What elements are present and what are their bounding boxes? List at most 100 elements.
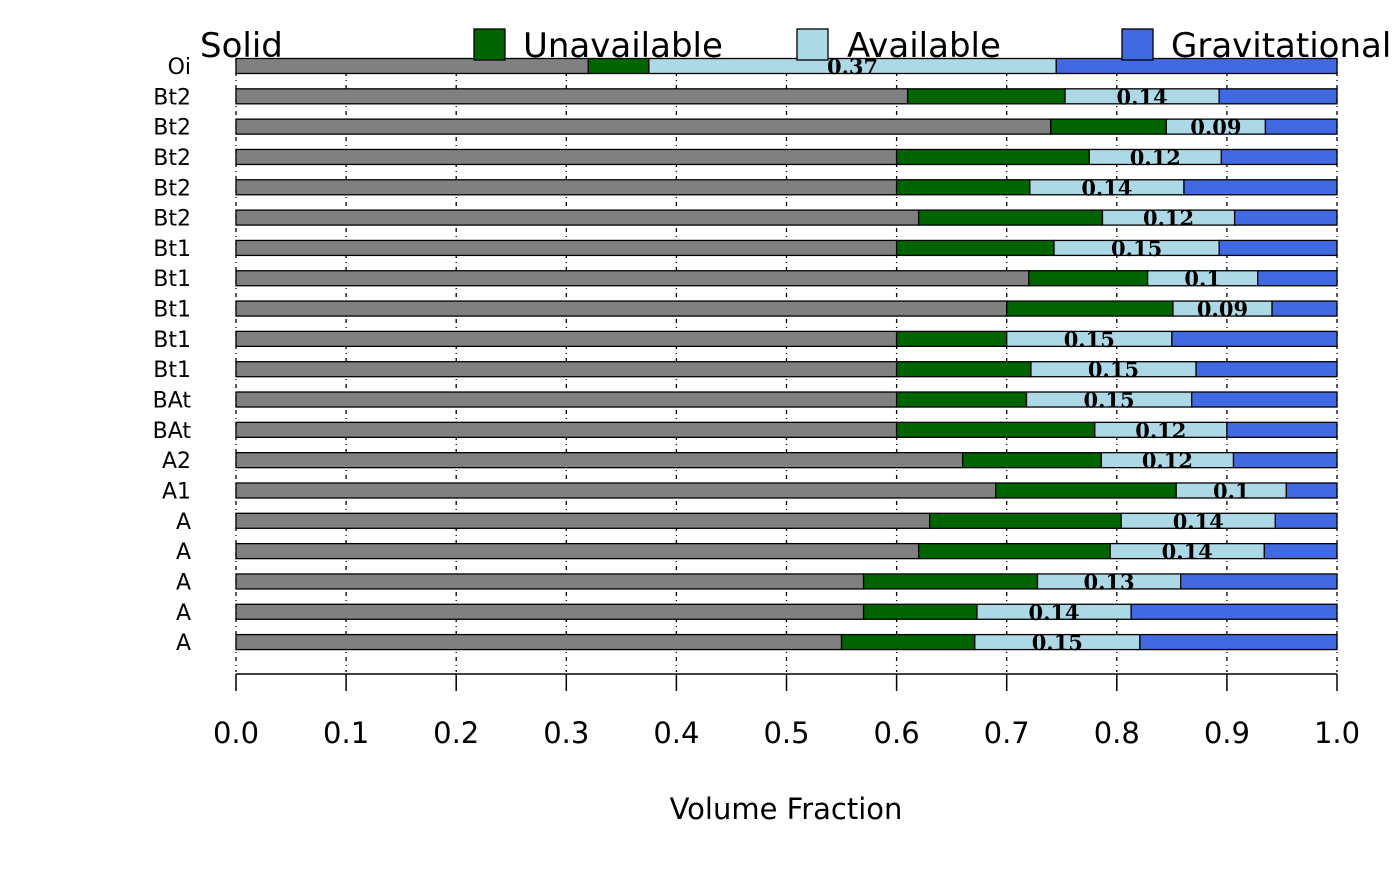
data-label: 0.12 [1135, 418, 1186, 443]
data-label: 0.14 [1117, 84, 1168, 109]
bar-segment-gravitational [1130, 603, 1338, 620]
bar-segment-solid [235, 118, 1052, 135]
data-label: 0.15 [1088, 357, 1139, 382]
data-label: 0.14 [1173, 509, 1224, 534]
bar-segment-unavailable [895, 361, 1032, 378]
legend-swatch-unavailable [473, 28, 506, 61]
bar-segment-gravitational [1180, 573, 1338, 590]
row-label: A [176, 631, 191, 656]
bar-segment-solid [235, 633, 843, 651]
bar-segment-unavailable [906, 88, 1066, 105]
bar-segment-solid [235, 148, 898, 166]
bar-segment-unavailable [840, 633, 976, 651]
bar-segment-gravitational [1218, 239, 1338, 257]
bar-segment-solid [235, 270, 1030, 287]
data-label: 0.1 [1184, 266, 1221, 291]
row-label: BAt [153, 419, 192, 444]
data-label: 0.14 [1081, 175, 1132, 200]
bar-segment-solid [235, 179, 898, 196]
bar-segment-unavailable [928, 512, 1122, 529]
data-label: 0.12 [1130, 145, 1181, 170]
bar-segment-solid [235, 512, 931, 529]
bar-segment-gravitational [1233, 209, 1338, 226]
bar-segment-solid [235, 421, 898, 438]
data-label: 0.15 [1084, 388, 1135, 413]
row-label: Bt2 [153, 85, 191, 110]
x-tick-label: 0.2 [433, 716, 479, 750]
data-label: 0.14 [1162, 539, 1213, 564]
bar-segment-gravitational [1271, 300, 1338, 317]
x-tick-label: 0.6 [874, 716, 920, 750]
row-label-layer: Oi Bt2 Bt2 Bt2 Bt2 Bt2 Bt1 Bt1 Bt1 Bt1 Bt1 BAt BAt A2… [153, 55, 192, 656]
bar-segment-gravitational [1195, 361, 1338, 378]
value-label-layer: 0.370.140.090.120.140.120.150.10.090.150… [827, 54, 1250, 655]
bar-segment-solid [235, 573, 865, 590]
bar-segment-unavailable [917, 209, 1104, 226]
bar-segment-solid [235, 239, 898, 257]
data-label: 0.15 [1064, 327, 1115, 352]
row-label: Bt1 [153, 237, 191, 262]
bar-segment-gravitational [1218, 88, 1338, 105]
row-label: Bt1 [153, 267, 191, 292]
bar-segment-unavailable [917, 542, 1111, 560]
bar-segment-unavailable [1006, 300, 1174, 317]
row-label: A [176, 510, 191, 535]
legend-swatch-available [796, 28, 829, 61]
data-label: 0.12 [1142, 448, 1193, 473]
row-label: Oi [168, 55, 191, 80]
bar-segment-unavailable [1050, 118, 1167, 135]
bar-segment-solid [235, 482, 997, 499]
row-label: Bt1 [153, 298, 191, 323]
bar-segment-solid [235, 88, 909, 105]
bar-segment-unavailable [862, 603, 978, 620]
bar-segment-unavailable [962, 452, 1103, 469]
data-label: 0.12 [1143, 206, 1194, 231]
row-label: Bt1 [153, 358, 191, 383]
bar-segment-solid [235, 452, 964, 469]
bar-segment-solid [235, 391, 898, 408]
bar-segment-solid [235, 300, 1008, 317]
x-axis: 0.0 0.1 0.2 0.3 0.4 0.5 0.6 0.7 0.8 0.9 1.0 [213, 673, 1360, 750]
row-label: Bt2 [153, 116, 191, 141]
bar-segment-gravitational [1055, 57, 1338, 75]
bar-segment-unavailable [895, 330, 1008, 348]
bar-segment-gravitational [1139, 633, 1338, 651]
row-label: Bt1 [153, 328, 191, 353]
row-label: Bt2 [153, 207, 191, 232]
data-label: 0.37 [827, 54, 878, 79]
bar-segment-solid [235, 209, 920, 226]
bar-segment-gravitational [1191, 391, 1338, 408]
bar-segment-unavailable [895, 391, 1028, 408]
bar-segment-unavailable [895, 148, 1090, 166]
x-tick-label: 0.9 [1204, 716, 1250, 750]
data-label: 0.13 [1084, 569, 1135, 594]
row-label: BAt [153, 389, 192, 414]
data-label: 0.15 [1111, 236, 1162, 261]
bar-segment-unavailable [862, 573, 1039, 590]
bar-segment-unavailable [895, 239, 1055, 257]
x-tick-label: 0.8 [1094, 716, 1140, 750]
bar-segment-gravitational [1171, 330, 1338, 348]
bars-layer [235, 57, 1338, 651]
bar-segment-gravitational [1285, 482, 1338, 499]
x-tick-label: 0.4 [653, 716, 699, 750]
legend-swatch-gravitational [1121, 28, 1154, 61]
bar-segment-gravitational [1220, 148, 1338, 166]
legend: Solid Unavailable Available Gravitational [200, 26, 1391, 66]
row-label: Bt2 [153, 146, 191, 171]
row-label: A [176, 570, 191, 595]
bar-segment-solid [235, 603, 865, 620]
grid-layer [235, 59, 1338, 672]
bar-segment-solid [235, 361, 898, 378]
bar-segment-unavailable [895, 421, 1096, 438]
bar-segment-gravitational [1183, 179, 1338, 196]
x-tick-label: 0.0 [213, 716, 259, 750]
bar-segment-unavailable [895, 179, 1031, 196]
x-tick-label: 0.3 [543, 716, 589, 750]
bar-segment-gravitational [1263, 542, 1338, 560]
bar-segment-gravitational [1226, 421, 1338, 438]
x-tick-label: 0.1 [323, 716, 369, 750]
bar-segment-gravitational [1232, 452, 1338, 469]
